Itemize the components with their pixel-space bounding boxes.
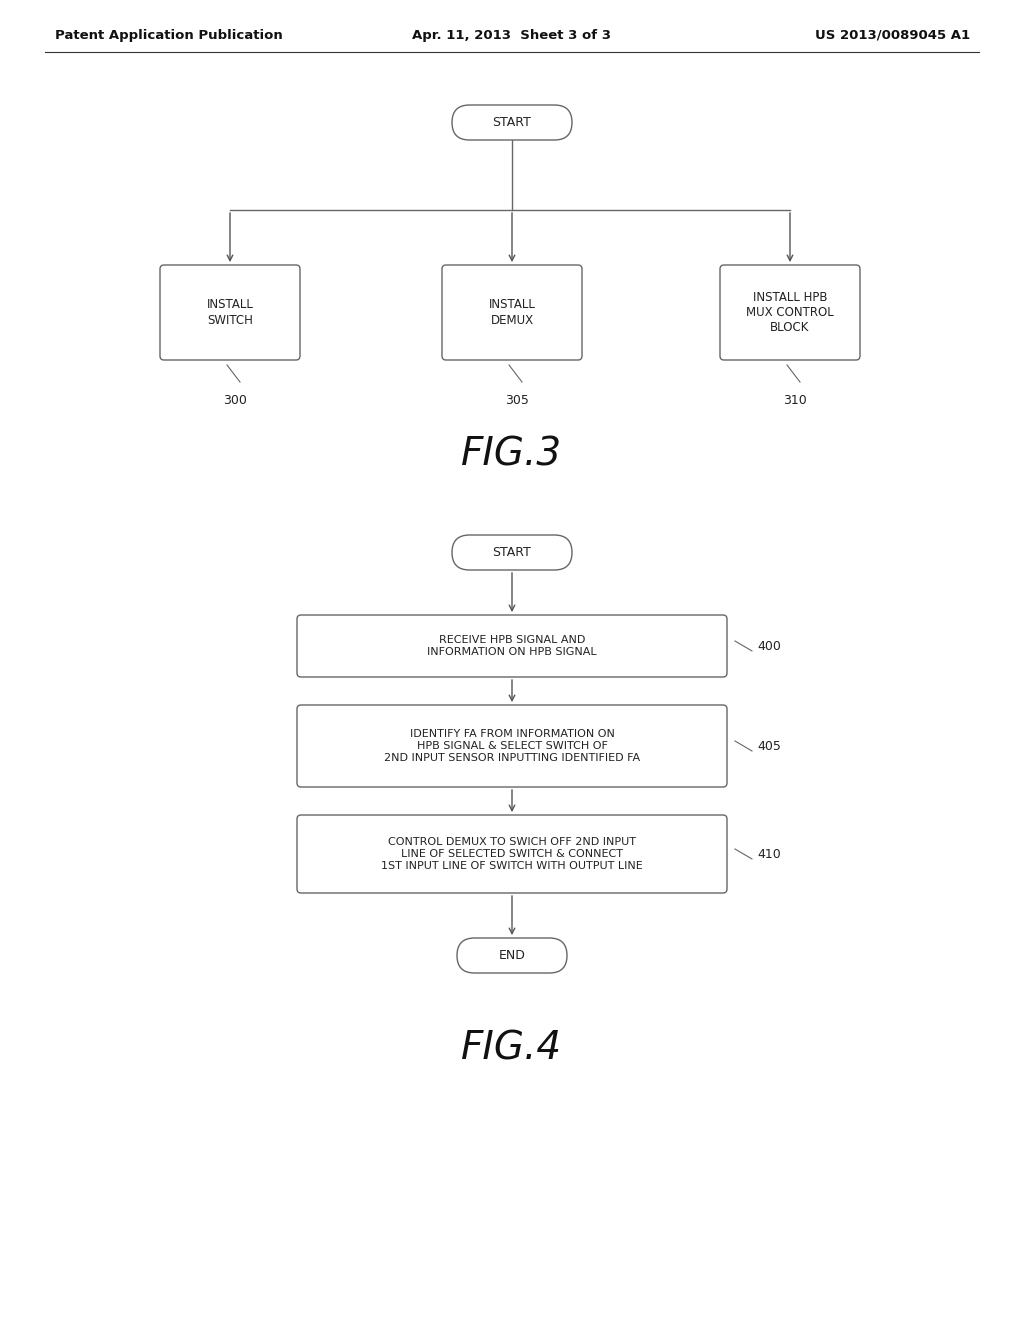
FancyBboxPatch shape — [297, 814, 727, 894]
Text: CONTROL DEMUX TO SWICH OFF 2ND INPUT
LINE OF SELECTED SWITCH & CONNECT
1ST INPUT: CONTROL DEMUX TO SWICH OFF 2ND INPUT LIN… — [381, 837, 643, 871]
FancyBboxPatch shape — [720, 265, 860, 360]
FancyBboxPatch shape — [160, 265, 300, 360]
Text: END: END — [499, 949, 525, 962]
FancyBboxPatch shape — [452, 106, 572, 140]
Text: Apr. 11, 2013  Sheet 3 of 3: Apr. 11, 2013 Sheet 3 of 3 — [413, 29, 611, 41]
Text: START: START — [493, 546, 531, 558]
Text: IDENTIFY FA FROM INFORMATION ON
HPB SIGNAL & SELECT SWITCH OF
2ND INPUT SENSOR I: IDENTIFY FA FROM INFORMATION ON HPB SIGN… — [384, 730, 640, 763]
Text: 400: 400 — [757, 639, 781, 652]
Text: US 2013/0089045 A1: US 2013/0089045 A1 — [815, 29, 970, 41]
Text: INSTALL
DEMUX: INSTALL DEMUX — [488, 298, 536, 326]
Text: INSTALL
SWITCH: INSTALL SWITCH — [207, 298, 253, 326]
Text: Patent Application Publication: Patent Application Publication — [55, 29, 283, 41]
Text: 305: 305 — [505, 393, 529, 407]
Text: 405: 405 — [757, 739, 781, 752]
Text: FIG.4: FIG.4 — [462, 1030, 562, 1067]
Text: 410: 410 — [757, 847, 780, 861]
Text: 310: 310 — [783, 393, 807, 407]
Text: INSTALL HPB
MUX CONTROL
BLOCK: INSTALL HPB MUX CONTROL BLOCK — [746, 290, 834, 334]
FancyBboxPatch shape — [297, 705, 727, 787]
Text: START: START — [493, 116, 531, 129]
FancyBboxPatch shape — [297, 615, 727, 677]
FancyBboxPatch shape — [452, 535, 572, 570]
Text: 300: 300 — [223, 393, 247, 407]
Text: RECEIVE HPB SIGNAL AND
INFORMATION ON HPB SIGNAL: RECEIVE HPB SIGNAL AND INFORMATION ON HP… — [427, 635, 597, 657]
Text: FIG.3: FIG.3 — [462, 436, 562, 474]
FancyBboxPatch shape — [442, 265, 582, 360]
FancyBboxPatch shape — [457, 939, 567, 973]
